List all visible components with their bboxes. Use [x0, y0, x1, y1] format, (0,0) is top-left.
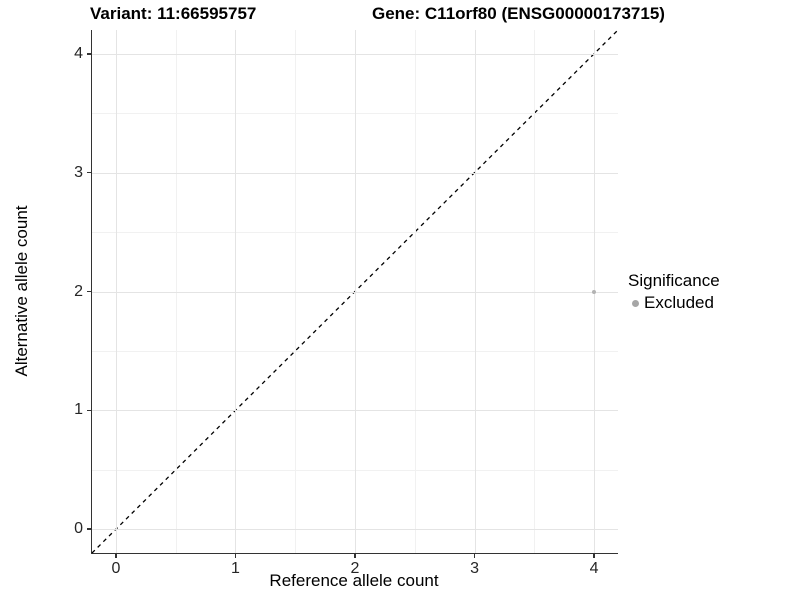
- x-tick-mark: [473, 553, 476, 558]
- gridline-y-major: [92, 53, 618, 55]
- x-tick-mark: [354, 553, 356, 558]
- y-tick-mark: [87, 53, 92, 55]
- x-tick-mark: [234, 553, 237, 558]
- plot-panel: 0 1 2 3 4 0 1 2 3 4: [74, 29, 619, 577]
- y-tick-mark: [87, 409, 92, 412]
- x-tick-label: 0: [111, 560, 121, 577]
- x-tick-label: 1: [231, 560, 240, 577]
- gridline-y-major: [92, 172, 618, 174]
- excluded-point-icon: [632, 299, 639, 307]
- variant-title: Variant: 11:66595757: [90, 4, 257, 23]
- x-tick-label: 2: [350, 560, 360, 577]
- y-tick-label: 4: [74, 44, 83, 62]
- x-tick-label: 4: [589, 560, 599, 577]
- y-tick-mark: [87, 171, 92, 174]
- y-tick-label: 2: [74, 282, 83, 300]
- x-axis-title: Reference allele count: [269, 571, 439, 590]
- data-point: [592, 289, 597, 294]
- legend-item-excluded: Excluded: [628, 293, 720, 313]
- legend: Significance Excluded: [628, 271, 720, 313]
- y-axis-title: Alternative allele count: [12, 205, 31, 377]
- y-tick-mark: [87, 290, 92, 293]
- y-tick-label: 1: [74, 401, 83, 419]
- gridline-y-major: [92, 529, 618, 531]
- x-tick-label: 3: [470, 560, 479, 577]
- legend-title: Significance: [628, 271, 720, 290]
- y-tick-label: 0: [74, 520, 83, 538]
- legend-item-label: Excluded: [644, 293, 714, 312]
- x-tick-mark: [593, 553, 595, 558]
- gene-title: Gene: C11orf80 (ENSG00000173715): [372, 4, 665, 23]
- gridline-y-major: [92, 410, 618, 412]
- gridline-y-major: [92, 291, 618, 293]
- y-tick-mark: [87, 528, 92, 530]
- y-tick-label: 3: [74, 163, 83, 181]
- x-tick-mark: [115, 553, 117, 558]
